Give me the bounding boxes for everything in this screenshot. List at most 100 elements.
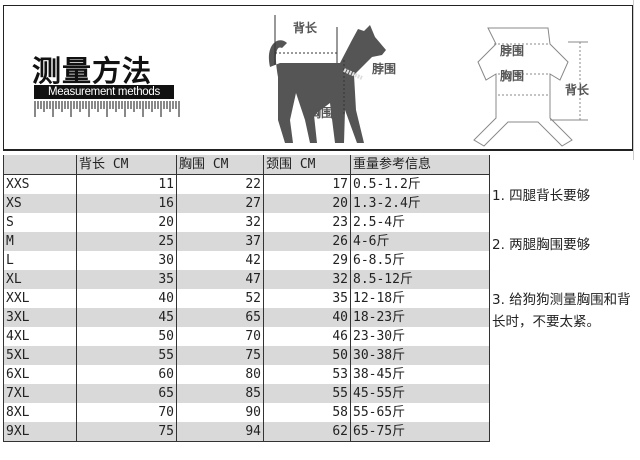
table-cell: 2.5-4斤	[350, 213, 490, 232]
size-table: 背长 CM 胸围 CM 颈围 CM 重量参考信息 XXS 11 22 17 0.5-1.2斤 XS…	[3, 155, 490, 442]
table-cell: 30	[76, 251, 177, 270]
column-header: 颈围 CM	[263, 155, 351, 175]
table-cell: 75	[76, 422, 177, 442]
table-cell: 32	[263, 270, 351, 289]
table-cell: 27	[176, 194, 264, 213]
table-cell: XL	[3, 270, 77, 289]
table-cell: 23-30斤	[350, 327, 490, 346]
dog-silhouette-icon	[268, 15, 386, 143]
banner-subtitle: Measurement methods	[34, 85, 174, 99]
table-header-row: 背长 CM 胸围 CM 颈围 CM 重量参考信息	[3, 155, 490, 175]
table-cell: 12-18斤	[350, 289, 490, 308]
table-cell: 70	[176, 327, 264, 346]
divider	[633, 0, 634, 160]
table-cell: 45	[76, 308, 177, 327]
table-cell: 4-6斤	[350, 232, 490, 251]
table-cell: 30-38斤	[350, 346, 490, 365]
table-cell: 6XL	[3, 365, 77, 384]
table-cell: 26	[263, 232, 351, 251]
table-cell: 55	[76, 346, 177, 365]
table-row: XS 16 27 20 1.3-2.4斤	[3, 194, 490, 213]
note-3: 3. 给狗狗测量胸围和背长时，不要太紧。	[492, 292, 631, 330]
table-cell: 90	[176, 403, 264, 422]
table-row: 3XL 45 65 40 18-23斤	[3, 308, 490, 327]
table-cell: 40	[76, 289, 177, 308]
garment-outline-icon	[473, 27, 588, 147]
table-cell: 5XL	[3, 346, 77, 365]
table-row: XXL 40 52 35 12-18斤	[3, 289, 490, 308]
table-cell: 16	[76, 194, 177, 213]
table-cell: 58	[263, 403, 351, 422]
table-cell: 8XL	[3, 403, 77, 422]
table-cell: 55	[263, 384, 351, 403]
table-cell: 4XL	[3, 327, 77, 346]
column-header: 重量参考信息	[350, 155, 490, 175]
table-cell: 42	[176, 251, 264, 270]
table-cell: 3XL	[3, 308, 77, 327]
garment-chest-label: 胸围	[500, 69, 525, 83]
table-cell: 7XL	[3, 384, 77, 403]
table-cell: 0.5-1.2斤	[350, 174, 490, 194]
table-cell: 65-75斤	[350, 422, 490, 442]
table-cell: 37	[176, 232, 264, 251]
table-cell: XS	[3, 194, 77, 213]
table-row: XL 35 47 32 8.5-12斤	[3, 270, 490, 289]
table-cell: 38-45斤	[350, 365, 490, 384]
garment-back-label: 背长	[565, 83, 590, 97]
table-cell: 62	[263, 422, 351, 442]
column-header: 胸围 CM	[176, 155, 264, 175]
table-cell: 23	[263, 213, 351, 232]
dog-chest-label: 胸围	[309, 106, 334, 120]
table-cell: 20	[76, 213, 177, 232]
table-cell: 45-55斤	[350, 384, 490, 403]
table-cell: 47	[176, 270, 264, 289]
table-cell: 50	[263, 346, 351, 365]
table-cell: 25	[76, 232, 177, 251]
banner-title: 测量方法	[32, 54, 153, 88]
table-cell: 65	[176, 308, 264, 327]
table-cell: 1.3-2.4斤	[350, 194, 490, 213]
dog-back-length-label: 背长	[293, 21, 318, 35]
table-cell: 80	[176, 365, 264, 384]
table-row: M 25 37 26 4-6斤	[3, 232, 490, 251]
table-cell: 85	[176, 384, 264, 403]
note-1: 1. 四腿背长要够	[492, 188, 591, 204]
table-cell: 9XL	[3, 422, 77, 442]
table-cell: 18-23斤	[350, 308, 490, 327]
table-cell: 52	[176, 289, 264, 308]
table-cell: L	[3, 251, 77, 270]
table-cell: 65	[76, 384, 177, 403]
ruler-icon	[34, 101, 180, 117]
column-header: 背长 CM	[76, 155, 177, 175]
table-row: 8XL 70 90 58 55-65斤	[3, 403, 490, 422]
table-cell: 60	[76, 365, 177, 384]
table-row: L 30 42 29 6-8.5斤	[3, 251, 490, 270]
table-row: 4XL 50 70 46 23-30斤	[3, 327, 490, 346]
table-cell: 94	[176, 422, 264, 442]
table-cell: 55-65斤	[350, 403, 490, 422]
garment-neck-label: 脖围	[500, 44, 525, 58]
table-cell: 17	[263, 174, 351, 194]
table-cell: 70	[76, 403, 177, 422]
table-cell: 40	[263, 308, 351, 327]
table-cell: M	[3, 232, 77, 251]
table-row: 9XL 75 94 62 65-75斤	[3, 422, 490, 442]
table-cell: 22	[176, 174, 264, 194]
measurement-banner	[3, 5, 633, 151]
table-cell: 8.5-12斤	[350, 270, 490, 289]
table-cell: 75	[176, 346, 264, 365]
table-cell: 6-8.5斤	[350, 251, 490, 270]
table-row: XXS 11 22 17 0.5-1.2斤	[3, 174, 490, 194]
table-cell: 35	[263, 289, 351, 308]
table-cell: S	[3, 213, 77, 232]
table-cell: XXS	[3, 174, 77, 194]
table-cell: 46	[263, 327, 351, 346]
table-cell: 50	[76, 327, 177, 346]
dog-neck-label: 脖围	[372, 62, 397, 76]
table-cell: XXL	[3, 289, 77, 308]
table-cell: 20	[263, 194, 351, 213]
table-row: 6XL 60 80 53 38-45斤	[3, 365, 490, 384]
table-cell: 29	[263, 251, 351, 270]
table-row: 5XL 55 75 50 30-38斤	[3, 346, 490, 365]
column-header	[3, 155, 77, 175]
